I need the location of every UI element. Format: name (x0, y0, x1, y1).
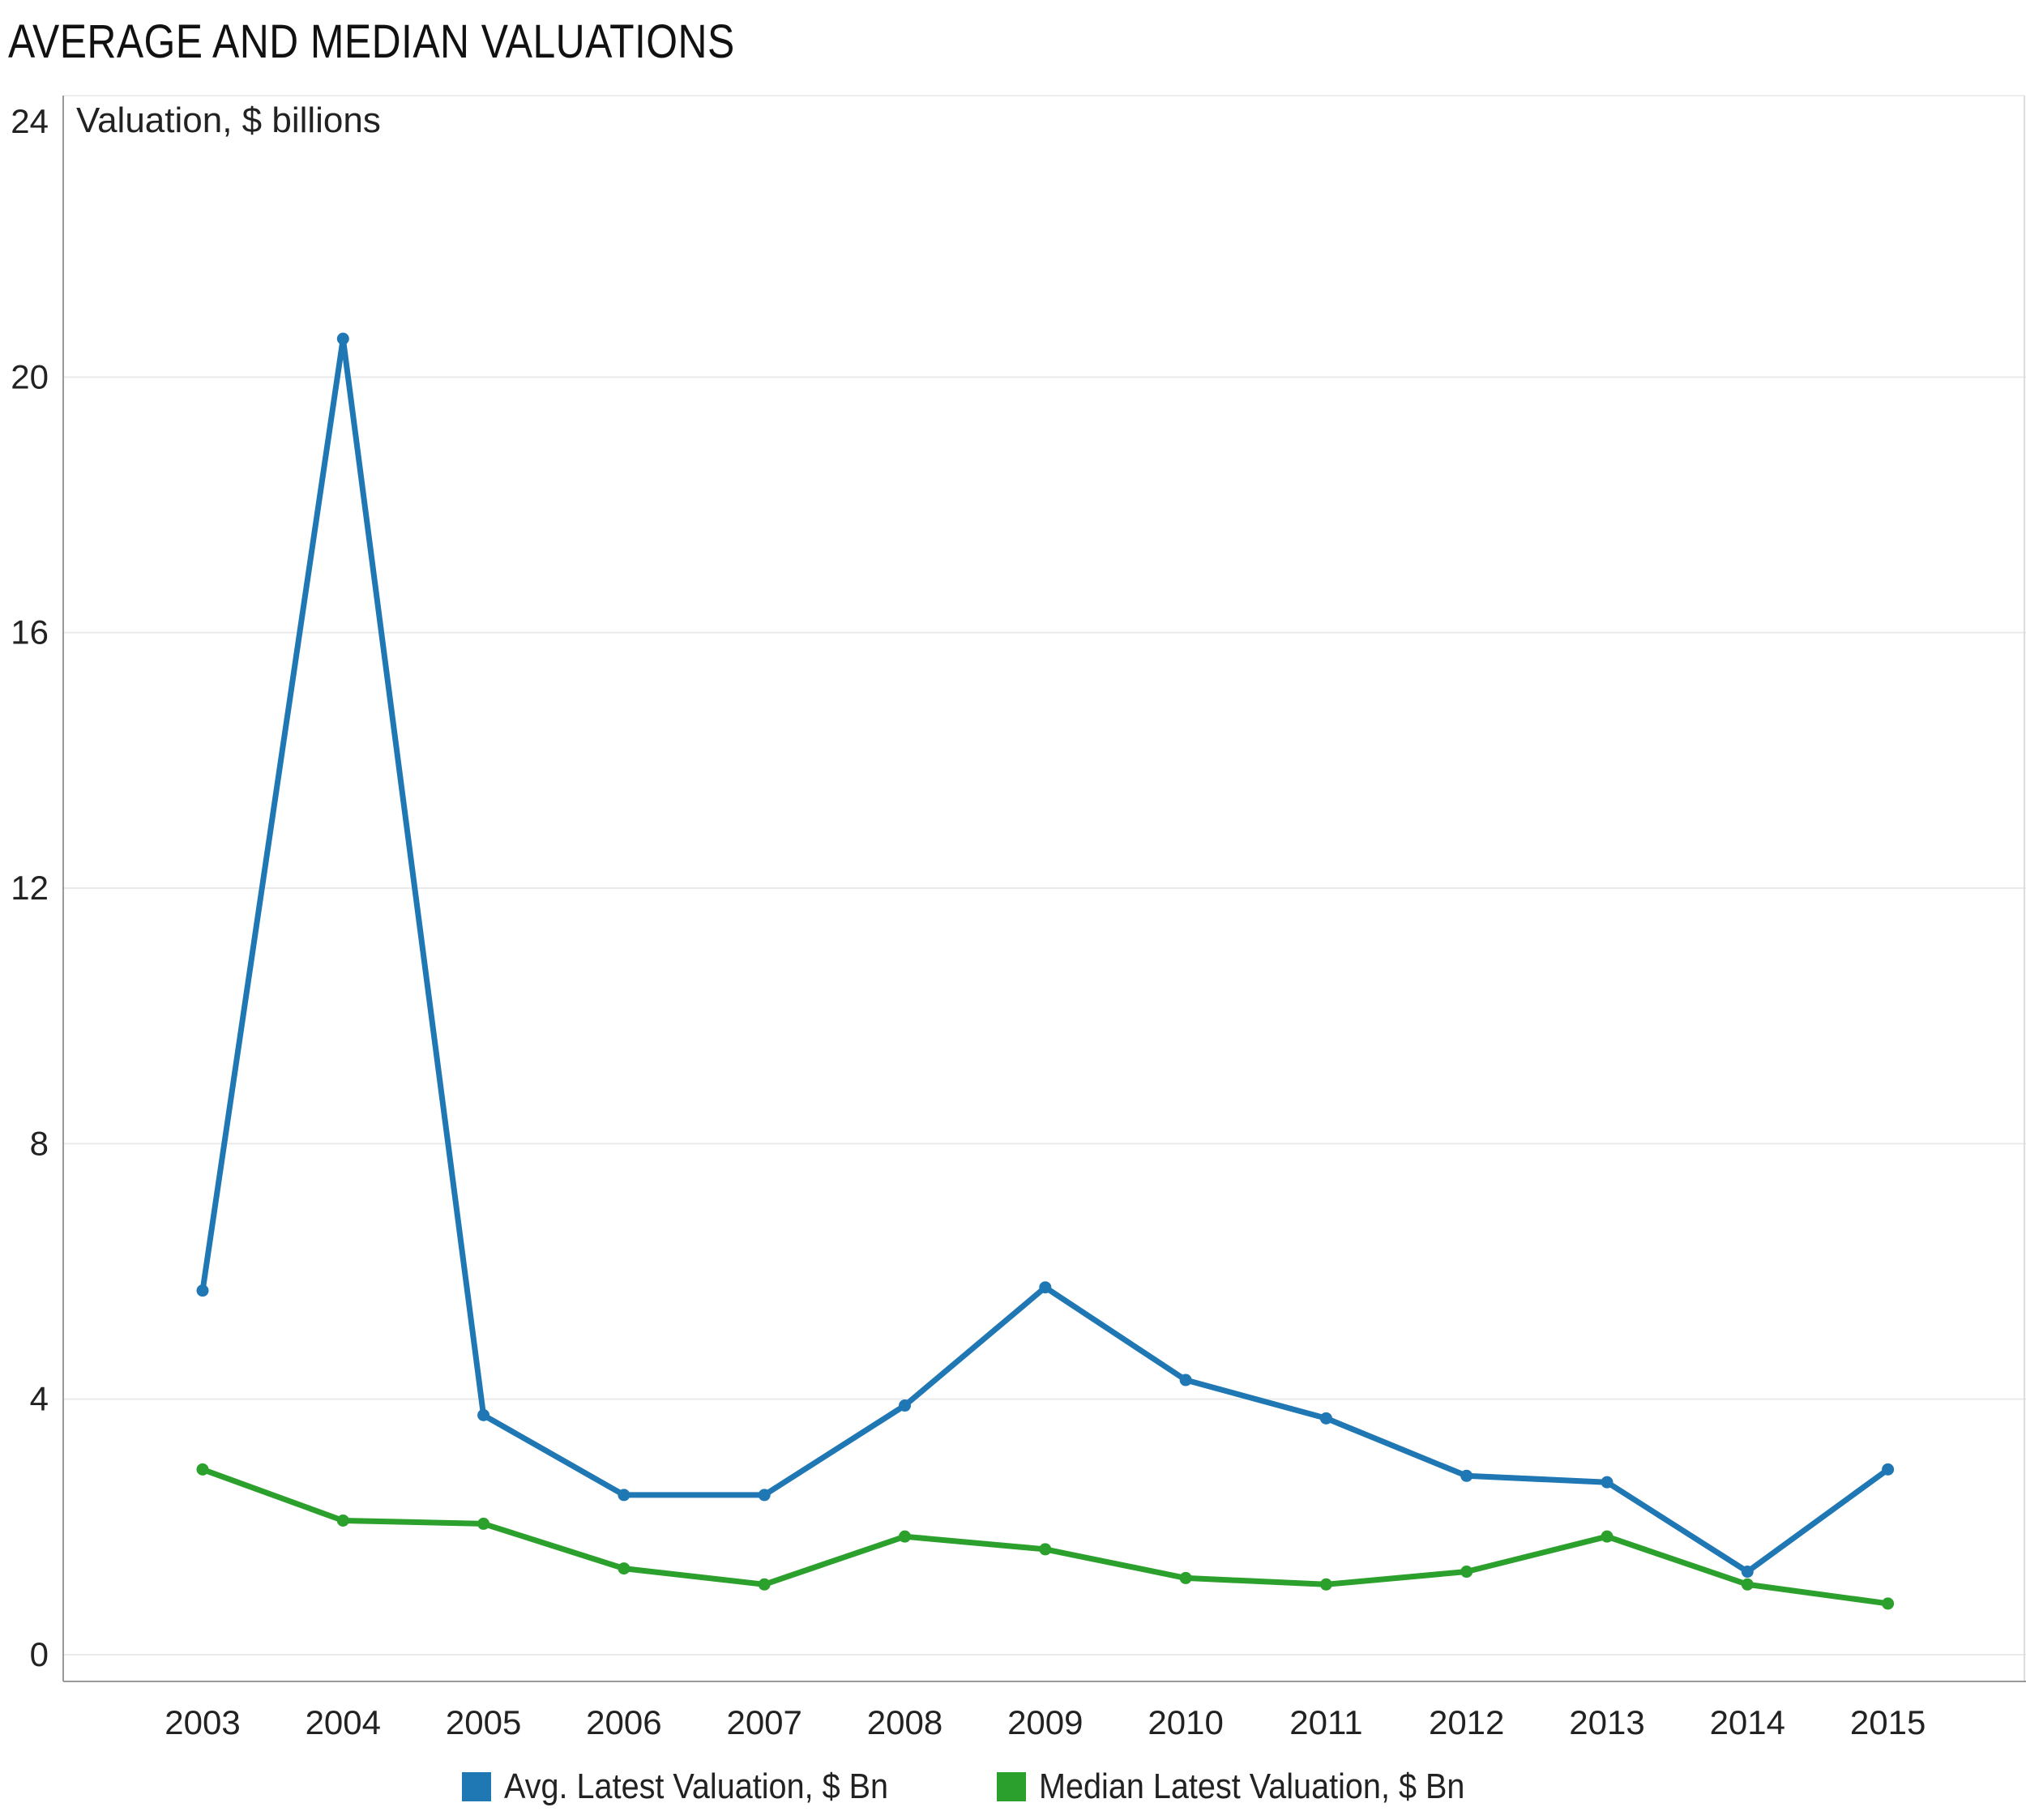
x-tick-label: 2005 (446, 1703, 521, 1741)
data-point (1741, 1566, 1754, 1579)
legend-swatch-median (997, 1772, 1026, 1801)
x-tick-label: 2013 (1569, 1703, 1644, 1741)
x-tick-label: 2014 (1710, 1703, 1785, 1741)
legend-label-median: Median Latest Valuation, $ Bn (1039, 1767, 1465, 1806)
data-point (1039, 1543, 1052, 1556)
y-tick-label: 8 (30, 1124, 49, 1162)
chart-title: AVERAGE AND MEDIAN VALUATIONS (8, 15, 735, 68)
data-point (336, 1514, 349, 1527)
data-point (618, 1562, 630, 1575)
x-tick-label: 2003 (165, 1703, 240, 1741)
data-point (477, 1517, 490, 1530)
series-line-1 (199, 1466, 1891, 1607)
data-point (1460, 1566, 1473, 1579)
y-tick-label: 16 (11, 613, 49, 652)
data-point (758, 1489, 771, 1502)
legend-item-median: Median Latest Valuation, $ Bn (997, 1767, 1512, 1807)
y-tick-label: 12 (11, 869, 49, 907)
data-point (1039, 1281, 1052, 1294)
legend-swatch-avg (462, 1772, 491, 1801)
x-tick-label: 2007 (726, 1703, 801, 1741)
data-point (1882, 1463, 1895, 1476)
x-tick-label: 2008 (867, 1703, 942, 1741)
data-point (1601, 1476, 1614, 1489)
data-point (1460, 1469, 1473, 1482)
series-group (196, 332, 1895, 1610)
data-point (618, 1489, 630, 1502)
data-point (899, 1399, 911, 1412)
data-point (196, 1284, 209, 1297)
data-point (899, 1530, 911, 1543)
legend: Avg. Latest Valuation, $ Bn Median Lates… (0, 1767, 2026, 1815)
x-tick-label: 2012 (1429, 1703, 1504, 1741)
data-point (196, 1463, 209, 1476)
data-point (1319, 1412, 1332, 1425)
data-point (758, 1578, 771, 1591)
data-point (1601, 1530, 1614, 1543)
data-point (1319, 1578, 1332, 1591)
data-point (1882, 1597, 1895, 1610)
x-tick-label: 2004 (306, 1703, 381, 1741)
series-line-0 (199, 335, 1891, 1574)
gridlines (63, 376, 2026, 1656)
x-tick-label: 2009 (1007, 1703, 1083, 1741)
x-tick-label: 2006 (586, 1703, 661, 1741)
y-tick-label: 24 (11, 102, 49, 140)
tick-labels: 0 4 8 12 16 20 24 2003 2004 2005 2006 2007 2008 2009 2… (11, 102, 1926, 1741)
legend-label-avg: Avg. Latest Valuation, $ Bn (504, 1767, 889, 1806)
x-tick-label: 2015 (1850, 1703, 1926, 1741)
data-point (336, 332, 349, 345)
y-tick-label: 20 (11, 357, 49, 395)
legend-item-avg: Avg. Latest Valuation, $ Bn (462, 1767, 931, 1807)
y-tick-label: 4 (30, 1380, 49, 1418)
data-point (477, 1408, 490, 1421)
data-point (1741, 1578, 1754, 1591)
axes (62, 95, 2026, 1682)
y-tick-label: 0 (30, 1635, 49, 1673)
data-point (1179, 1374, 1192, 1386)
x-tick-label: 2011 (1289, 1703, 1362, 1741)
x-tick-label: 2010 (1148, 1703, 1223, 1741)
y-axis-label: Valuation, $ billions (76, 100, 381, 140)
data-point (1179, 1571, 1192, 1584)
